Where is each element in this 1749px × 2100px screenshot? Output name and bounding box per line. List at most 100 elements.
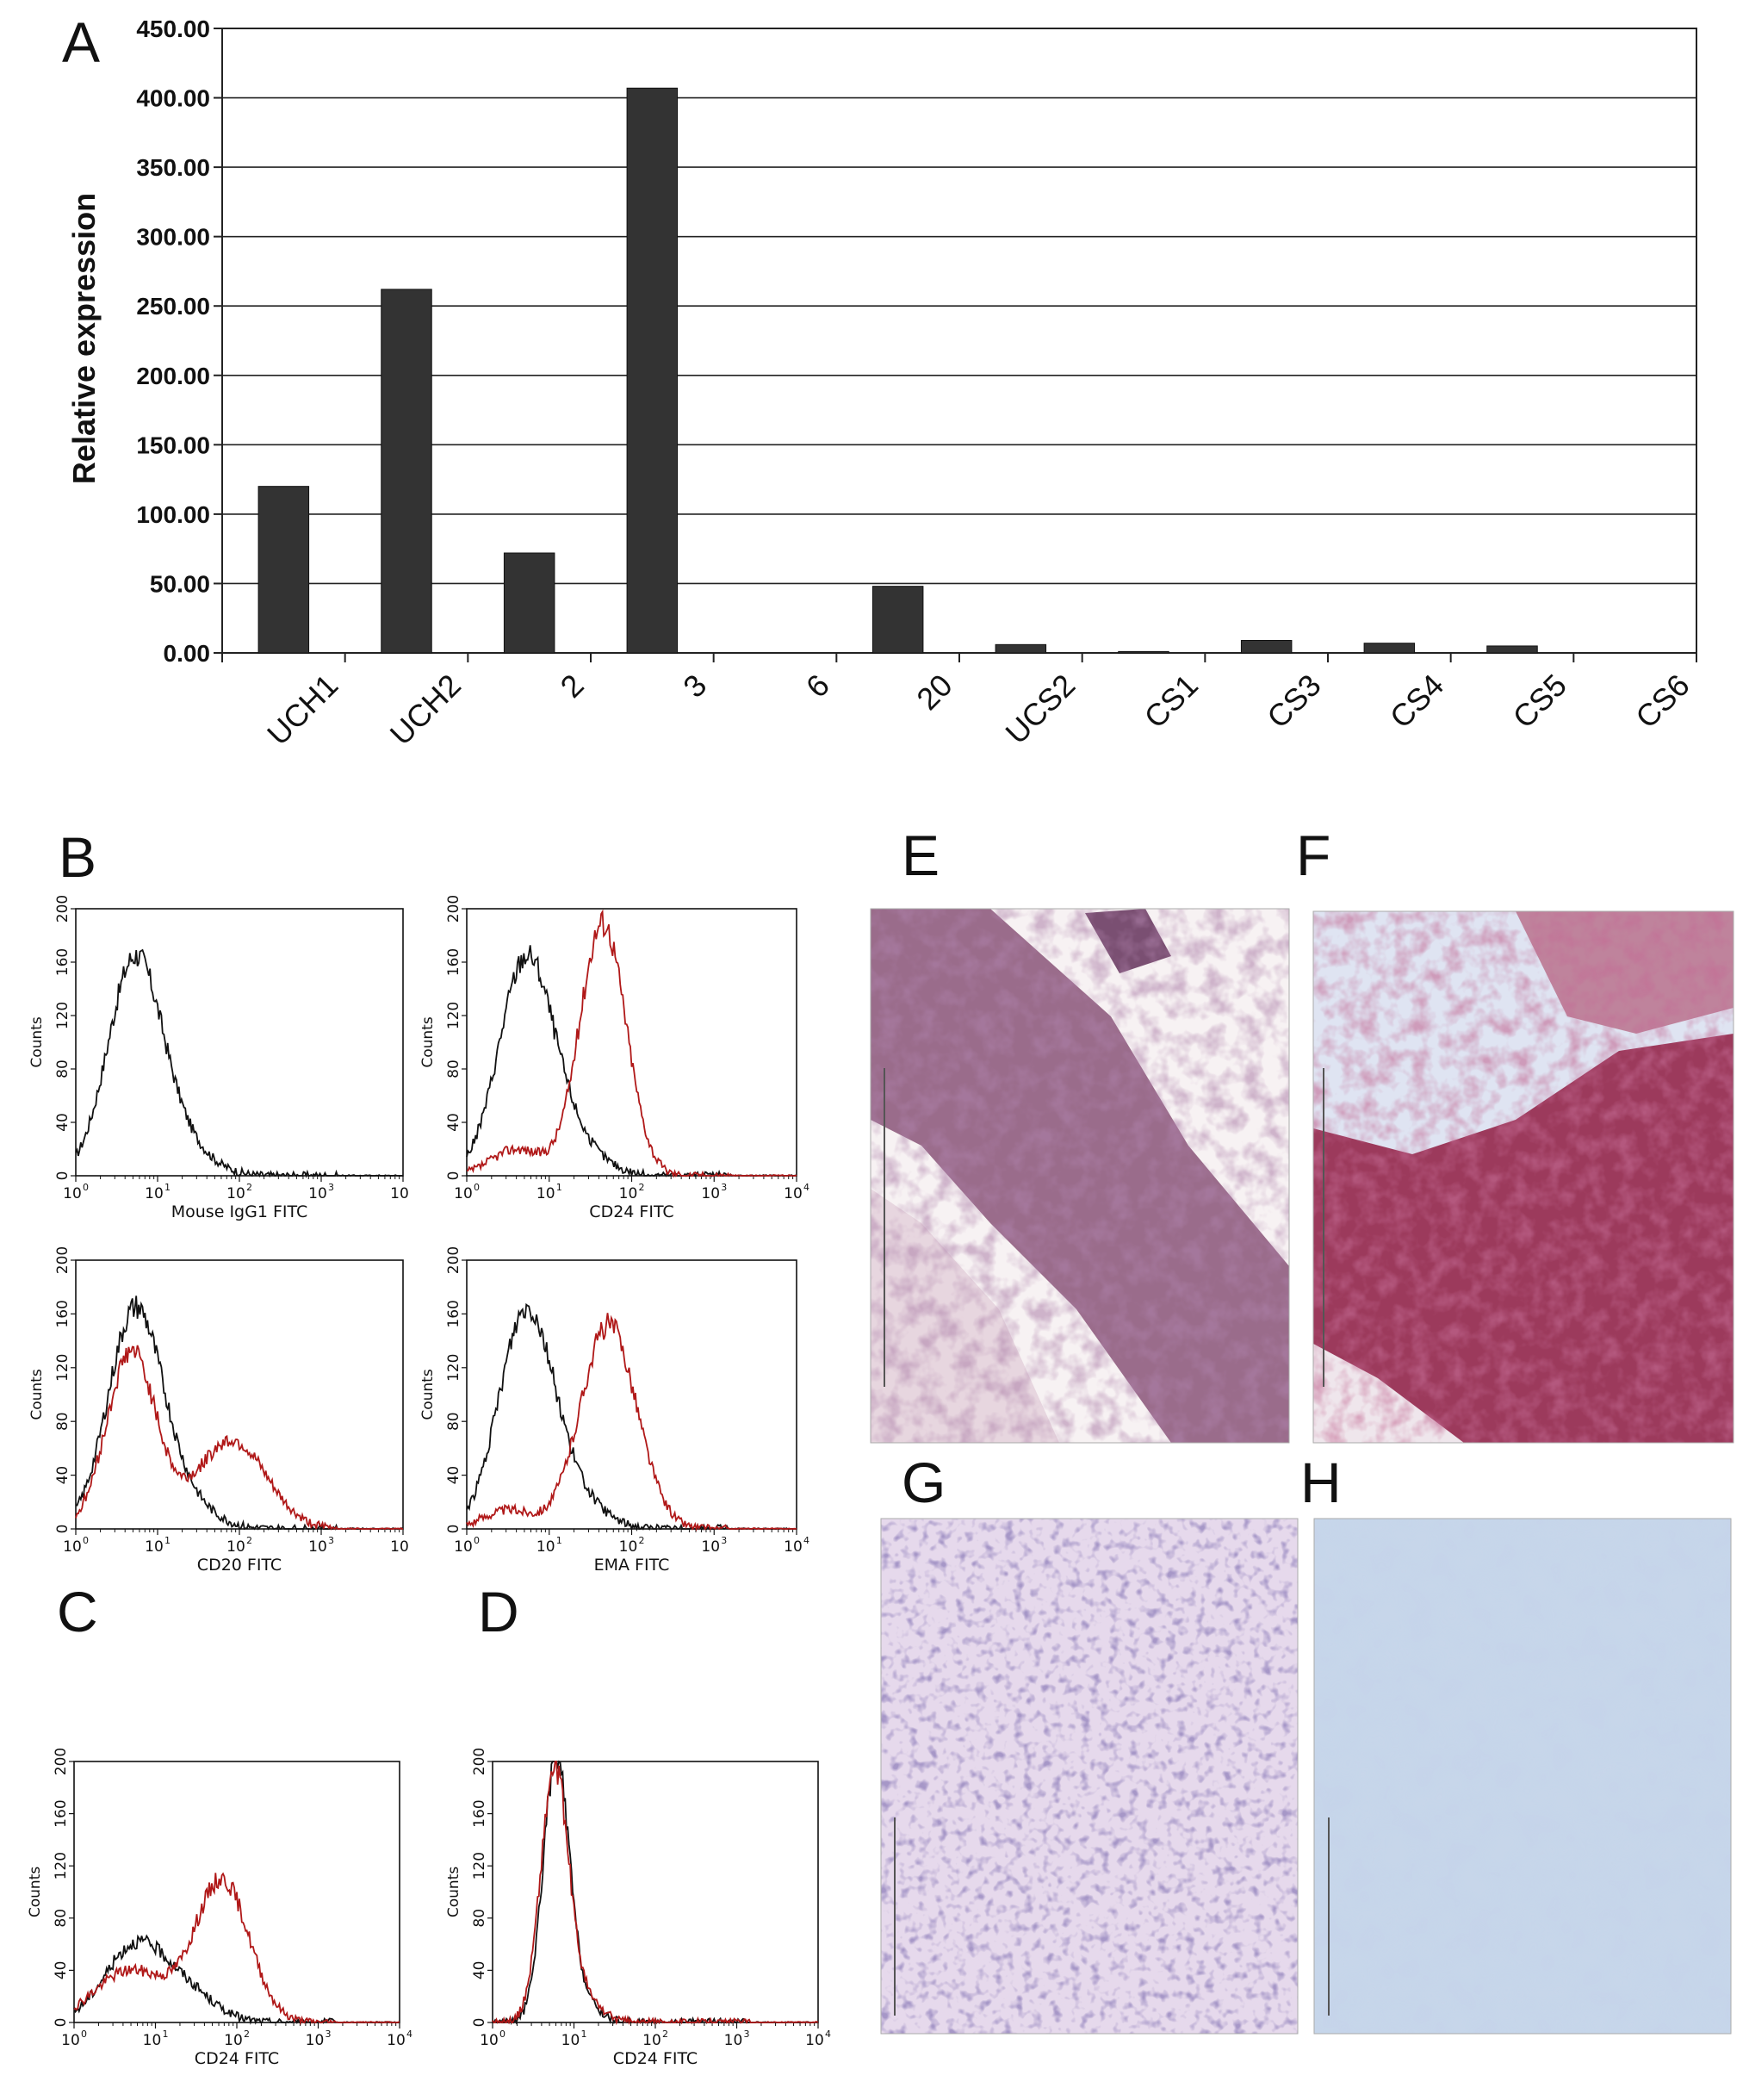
x-tick-label: CS1 [1137, 668, 1205, 736]
y-tick-label: 350.00 [136, 154, 210, 181]
y-tick-label: 200 [471, 1748, 488, 1775]
x-tick-label: UCS2 [998, 668, 1082, 751]
panel-letter-g: G [902, 1451, 946, 1514]
y-tick-label: 40 [445, 1113, 462, 1132]
x-tick-exponent: 3 [328, 1182, 334, 1193]
y-tick-label: 80 [54, 1059, 71, 1078]
x-tick-label: 20 [909, 668, 958, 717]
bar-2 [503, 552, 555, 654]
y-axis-label: Counts [28, 1016, 46, 1067]
x-tick-exponent: 0 [83, 1535, 89, 1546]
histogram-frame [75, 1259, 404, 1530]
micrograph-e-frame [870, 908, 1290, 1444]
y-tick-label: 80 [445, 1059, 462, 1078]
bar-cs1 [1118, 650, 1169, 654]
micrograph-g [881, 1519, 1298, 2034]
x-tick-exponent: 4 [406, 2029, 412, 2040]
y-tick-label: 160 [445, 948, 462, 976]
y-tick-label: 200 [445, 895, 462, 923]
y-tick-label: 0 [53, 2018, 70, 2028]
x-tick-exponent: 3 [744, 2029, 750, 2040]
x-tick-label: 10 [536, 1185, 555, 1202]
x-tick-label: 10 [784, 1185, 803, 1202]
panel-letter-c: C [57, 1580, 98, 1643]
y-tick-label: 40 [445, 1466, 462, 1485]
micrograph-f-frame [1312, 910, 1734, 1444]
x-tick-exponent: 2 [246, 1535, 252, 1546]
x-tick-label: 10 [387, 2032, 406, 2049]
micrograph-g-frame [880, 1518, 1299, 2035]
x-axis-label: CD24 FITC [613, 2049, 698, 2068]
x-tick-label: 10 [224, 2032, 243, 2049]
x-tick-label: 2 [554, 668, 591, 705]
bar-3 [626, 87, 679, 654]
x-tick-exponent: 2 [246, 1182, 252, 1193]
stained-histogram-line [466, 1313, 797, 1532]
x-axis-label: CD24 FITC [589, 1202, 673, 1221]
x-tick-exponent: 0 [499, 2029, 505, 2040]
y-tick-label: 200 [445, 1246, 462, 1274]
bar-chart-relative-expression: Relative expression 0.00 50.00 100.00 150.0… [66, 16, 1697, 752]
x-tick-label: CS5 [1505, 668, 1573, 736]
bar-uch1 [257, 486, 310, 654]
micrograph-h [1314, 1519, 1731, 2034]
x-tick-label: 10 [480, 2032, 499, 2049]
x-tick-label: 10 [701, 1185, 720, 1202]
plot-frame [221, 28, 1697, 654]
y-tick-label: 200.00 [136, 363, 210, 389]
x-tick-exponent: 1 [164, 1182, 171, 1193]
histogram-frame [75, 908, 404, 1177]
x-tick-label: 10 [143, 2032, 162, 2049]
micrograph-h-frame [1313, 1518, 1732, 2035]
y-axis-label: Counts [445, 1867, 462, 1917]
x-tick-label: 10 [805, 2032, 824, 2049]
x-tick-exponent: 4 [803, 1182, 809, 1193]
y-tick-label: 0.00 [164, 640, 211, 667]
x-tick-label: 10 [619, 1185, 638, 1202]
x-tick-label: 10 [63, 1538, 82, 1556]
y-tick-label: 40 [53, 1961, 70, 1980]
x-tick-label: 10 [145, 1538, 164, 1556]
x-tick-exponent: 1 [581, 2029, 587, 2040]
x-tick-exponent: 4 [825, 2029, 831, 2040]
stained-histogram-line [467, 909, 797, 1178]
x-tick-label: 10 [536, 1538, 555, 1556]
x-axis-label: EMA FITC [594, 1556, 670, 1575]
x-tick-exponent: 2 [244, 2029, 250, 2040]
y-tick-label: 160 [471, 1799, 488, 1827]
x-tick-exponent: 1 [164, 1535, 171, 1546]
x-axis-label: CD20 FITC [197, 1556, 282, 1575]
y-tick-label: 0 [445, 1171, 462, 1181]
y-tick-label: 120 [445, 1002, 462, 1029]
x-tick-label: 10 [63, 1185, 82, 1202]
x-tick-label: 10 [454, 1185, 473, 1202]
y-tick-label: 120 [53, 1852, 70, 1879]
x-tick-exponent: 0 [474, 1182, 480, 1193]
y-tick-label: 120 [54, 1002, 71, 1029]
x-axis-label: Mouse IgG1 FITC [171, 1202, 308, 1221]
bar-cs4 [1363, 643, 1416, 654]
panel-letter-a: A [62, 10, 100, 74]
y-tick-label: 450.00 [136, 16, 210, 42]
x-tick-exponent: 3 [328, 1535, 334, 1546]
x-tick-label: 6 [799, 668, 836, 705]
bar-ucs2 [995, 643, 1047, 654]
x-tick-exponent: 3 [721, 1535, 727, 1546]
y-tick-label: 200 [54, 1246, 71, 1274]
y-tick-label: 400.00 [136, 85, 210, 112]
stained-histogram-line [492, 1761, 819, 2026]
x-tick-label: 10 [61, 2032, 80, 2049]
y-tick-label: 160 [54, 1300, 71, 1327]
y-tick-label: 80 [53, 1909, 70, 1928]
y-tick-label: 100.00 [136, 501, 210, 528]
x-tick-label: CS6 [1628, 668, 1696, 736]
micrograph-f [1313, 911, 1733, 1443]
x-tick-label: 10 [454, 1538, 473, 1556]
x-tick-label: 10 [724, 2032, 743, 2049]
